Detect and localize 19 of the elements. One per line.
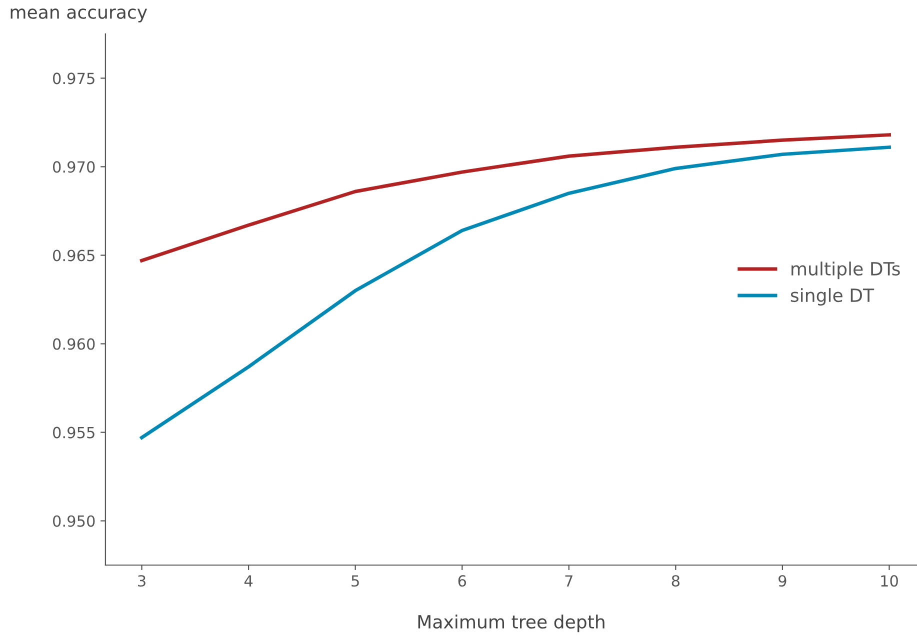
x-tick-label: 3 bbox=[138, 575, 146, 587]
y-tick-label: 0.950 bbox=[53, 515, 95, 527]
y-tick-label: 0.955 bbox=[53, 426, 94, 438]
x-tick-label: 10 bbox=[881, 575, 898, 587]
x-tick-label: 9 bbox=[778, 575, 786, 587]
x-tick-label: 4 bbox=[244, 575, 253, 586]
legend-label: multiple DTs bbox=[792, 262, 900, 280]
y-axis-title: mean accuracy bbox=[10, 8, 148, 22]
y-tick-label: 0.960 bbox=[53, 338, 95, 350]
y-tick-label: 0.965 bbox=[53, 250, 94, 262]
legend-label: single DT bbox=[790, 288, 874, 306]
x-tick-label: 5 bbox=[352, 575, 359, 587]
x-tick-label: 6 bbox=[458, 575, 466, 587]
line-series bbox=[140, 133, 891, 262]
x-tick-label: 8 bbox=[672, 575, 680, 587]
x-axis-title: Maximum tree depth bbox=[418, 614, 604, 632]
x-tick-label: 7 bbox=[565, 575, 572, 586]
y-tick-label: 0.970 bbox=[53, 161, 95, 173]
y-tick-label: 0.975 bbox=[53, 72, 94, 84]
